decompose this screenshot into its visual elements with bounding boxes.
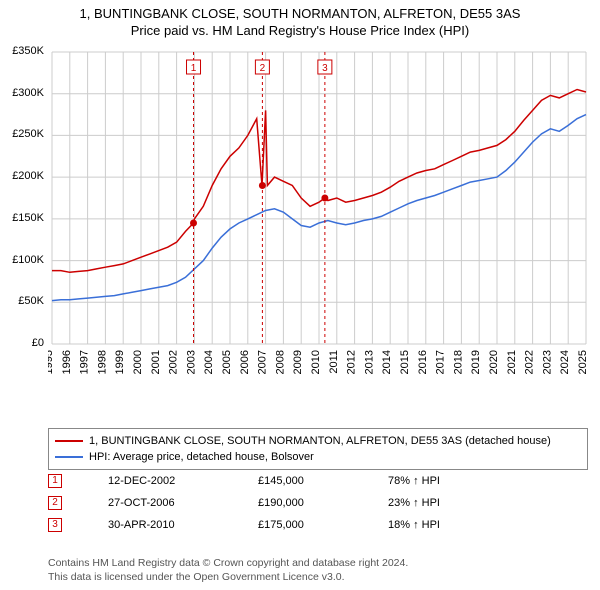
y-tick-label: £350K	[12, 45, 44, 57]
x-tick-label: 2016	[417, 350, 429, 374]
page: 1, BUNTINGBANK CLOSE, SOUTH NORMANTON, A…	[0, 0, 600, 590]
x-tick-label: 1996	[61, 350, 73, 374]
price-chart: 1995 1996 1997 1998 1999 2000 2001 2002 2003 2004…	[48, 48, 588, 388]
sale-hpi: 78% ↑ HPI	[388, 475, 588, 487]
x-tick-label: 2004	[203, 350, 215, 374]
x-tick-label: 2005	[221, 350, 233, 374]
x-tick-label: 2022	[524, 350, 536, 374]
x-tick-label: 2017	[435, 350, 447, 374]
legend-label-hpi: HPI: Average price, detached house, Bols…	[89, 451, 314, 463]
sale-date: 30-APR-2010	[108, 519, 258, 531]
x-tick-label: 2000	[132, 350, 144, 374]
x-tick-label: 2012	[346, 350, 358, 374]
x-tick-label: 2025	[577, 350, 588, 374]
x-tick-label: 2010	[310, 350, 322, 374]
x-tick-label: 2024	[559, 350, 571, 374]
table-row: 1 12-DEC-2002 £145,000 78% ↑ HPI	[48, 470, 588, 492]
x-tick-label: 2021	[506, 350, 518, 374]
title-block: 1, BUNTINGBANK CLOSE, SOUTH NORMANTON, A…	[0, 0, 600, 38]
sale-hpi: 23% ↑ HPI	[388, 497, 588, 509]
x-tick-label: 2007	[257, 350, 269, 374]
x-tick-label: 2001	[150, 350, 162, 374]
footer-line-2: This data is licensed under the Open Gov…	[48, 570, 588, 584]
y-tick-label: £50K	[18, 295, 44, 307]
x-tick-label: 2013	[363, 350, 375, 374]
y-tick-label: £300K	[12, 87, 44, 99]
x-tick-label: 2009	[292, 350, 304, 374]
x-tick-label: 2019	[470, 350, 482, 374]
legend-row-property: 1, BUNTINGBANK CLOSE, SOUTH NORMANTON, A…	[55, 433, 581, 449]
x-tick-label: 2003	[185, 350, 197, 374]
x-tick-label: 2006	[239, 350, 251, 374]
sale-date: 12-DEC-2002	[108, 475, 258, 487]
chart-svg: 1995 1996 1997 1998 1999 2000 2001 2002 2003 2004…	[48, 48, 588, 388]
legend-swatch-property	[55, 440, 83, 442]
sale-date: 27-OCT-2006	[108, 497, 258, 509]
y-tick-label: £150K	[12, 212, 44, 224]
sale-marker-1-icon: 1	[48, 474, 62, 488]
legend-swatch-hpi	[55, 456, 83, 458]
title-line-2: Price paid vs. HM Land Registry's House …	[0, 23, 600, 38]
footer-line-1: Contains HM Land Registry data © Crown c…	[48, 556, 588, 570]
table-row: 3 30-APR-2010 £175,000 18% ↑ HPI	[48, 514, 588, 536]
y-tick-label: £250K	[12, 128, 44, 140]
legend-label-property: 1, BUNTINGBANK CLOSE, SOUTH NORMANTON, A…	[89, 435, 551, 447]
sale-marker-3-icon: 3	[48, 518, 62, 532]
x-tick-label: 2023	[541, 350, 553, 374]
sale-marker-number: 2	[260, 63, 266, 74]
title-line-1: 1, BUNTINGBANK CLOSE, SOUTH NORMANTON, A…	[0, 6, 600, 21]
table-row: 2 27-OCT-2006 £190,000 23% ↑ HPI	[48, 492, 588, 514]
x-tick-label: 1995	[48, 350, 55, 374]
x-tick-label: 2014	[381, 350, 393, 374]
y-tick-label: £100K	[12, 254, 44, 266]
x-tick-label: 2018	[452, 350, 464, 374]
sale-marker-dot	[190, 220, 197, 227]
x-tick-label: 2015	[399, 350, 411, 374]
sale-marker-dot	[321, 195, 328, 202]
footer: Contains HM Land Registry data © Crown c…	[48, 556, 588, 584]
sale-price: £145,000	[258, 475, 388, 487]
sales-table: 1 12-DEC-2002 £145,000 78% ↑ HPI 2 27-OC…	[48, 470, 588, 536]
legend-row-hpi: HPI: Average price, detached house, Bols…	[55, 449, 581, 465]
y-tick-label: £200K	[12, 170, 44, 182]
legend: 1, BUNTINGBANK CLOSE, SOUTH NORMANTON, A…	[48, 428, 588, 470]
y-tick-label: £0	[32, 337, 44, 349]
sale-marker-2-icon: 2	[48, 496, 62, 510]
sale-price: £175,000	[258, 519, 388, 531]
x-tick-label: 1999	[114, 350, 126, 374]
x-tick-label: 2008	[274, 350, 286, 374]
x-tick-label: 2002	[168, 350, 180, 374]
sale-marker-number: 1	[191, 63, 197, 74]
sale-price: £190,000	[258, 497, 388, 509]
x-tick-label: 2020	[488, 350, 500, 374]
x-tick-label: 1997	[79, 350, 91, 374]
x-tick-label: 2011	[328, 350, 340, 374]
sale-hpi: 18% ↑ HPI	[388, 519, 588, 531]
sale-marker-dot	[259, 182, 266, 189]
x-tick-label: 1998	[96, 350, 108, 374]
sale-marker-number: 3	[322, 63, 328, 74]
